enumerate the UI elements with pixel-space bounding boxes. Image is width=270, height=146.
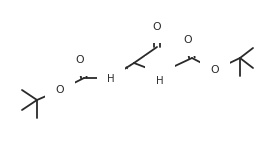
Text: O: O — [184, 35, 192, 45]
Text: O: O — [153, 22, 161, 32]
Text: N: N — [156, 67, 164, 77]
Text: H: H — [156, 76, 164, 86]
Text: O: O — [76, 55, 84, 65]
Text: O: O — [211, 65, 219, 75]
Text: H: H — [107, 74, 115, 84]
Text: O: O — [56, 85, 64, 95]
